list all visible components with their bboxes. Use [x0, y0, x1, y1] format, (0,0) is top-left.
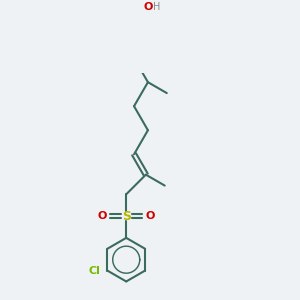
Text: Cl: Cl: [88, 266, 100, 276]
Text: H: H: [153, 2, 160, 12]
Text: S: S: [122, 210, 131, 223]
Text: O: O: [143, 2, 153, 12]
Text: O: O: [98, 211, 107, 221]
Text: O: O: [145, 211, 155, 221]
